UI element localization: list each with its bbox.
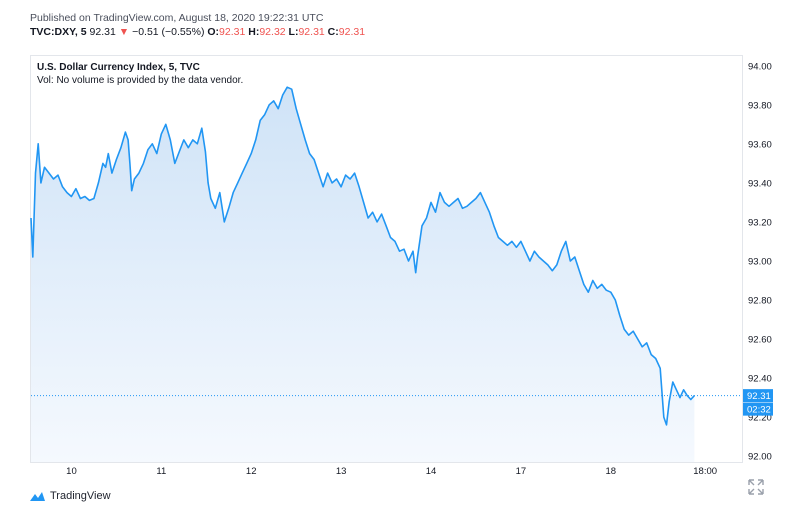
expand-icon[interactable] xyxy=(748,479,764,495)
x-tick-label: 17 xyxy=(516,466,527,477)
x-tick-label: 11 xyxy=(156,466,166,477)
countdown-tag xyxy=(743,402,773,416)
area-fill xyxy=(31,87,695,462)
y-tick-label: 93.20 xyxy=(748,217,772,228)
last-price-tag-label: 92.31 xyxy=(747,391,771,402)
open-label: O: xyxy=(207,26,220,38)
y-tick-label: 92.20 xyxy=(748,413,772,424)
y-tick-label: 92.80 xyxy=(748,295,772,306)
brand-name: TradingView xyxy=(50,490,111,502)
high-value: 92.32 xyxy=(259,26,286,38)
price-line xyxy=(30,86,695,426)
y-tick-label: 94.00 xyxy=(748,61,772,72)
low-label: L: xyxy=(288,26,299,38)
x-tick-label: 18 xyxy=(605,466,616,477)
y-tick-label: 92.60 xyxy=(748,335,772,346)
x-tick-label: 10 xyxy=(66,466,77,477)
close-value: 92.31 xyxy=(338,26,366,38)
price-change: −0.51 (−0.55%) xyxy=(132,26,205,38)
quote-line: TVC:DXY, 5 92.31 ▼ −0.51 (−0.55%) O:92.3… xyxy=(30,26,365,38)
last-price-tag xyxy=(743,389,773,403)
down-arrow-icon: ▼ xyxy=(118,26,130,38)
y-tick-label: 93.80 xyxy=(748,100,772,111)
volume-note: Vol: No volume is provided by the data v… xyxy=(37,75,244,86)
x-tick-label: 12 xyxy=(246,466,257,477)
x-tick-label: 18:00 xyxy=(693,466,717,477)
chart-frame xyxy=(30,55,743,463)
symbol-label: TVC:DXY, 5 xyxy=(30,26,87,38)
close-label: C: xyxy=(327,26,339,38)
open-value: 92.31 xyxy=(219,26,246,38)
y-tick-label: 92.00 xyxy=(748,452,772,463)
y-tick-label: 93.00 xyxy=(748,256,772,267)
y-tick-label: 93.40 xyxy=(748,178,772,189)
tradingview-brand[interactable]: TradingView xyxy=(28,488,111,504)
last-price: 92.31 xyxy=(89,26,116,38)
countdown-tag-label: 02:32 xyxy=(747,405,771,416)
x-tick-label: 13 xyxy=(336,466,347,477)
chart-legend-title: U.S. Dollar Currency Index, 5, TVC xyxy=(37,62,200,73)
high-label: H: xyxy=(248,26,260,38)
y-tick-label: 93.60 xyxy=(748,139,772,150)
y-tick-label: 92.40 xyxy=(748,374,772,385)
tradingview-logo-icon xyxy=(30,492,45,501)
x-tick-label: 14 xyxy=(426,466,437,477)
low-value: 92.31 xyxy=(298,26,325,38)
published-caption: Published on TradingView.com, August 18,… xyxy=(30,12,324,24)
